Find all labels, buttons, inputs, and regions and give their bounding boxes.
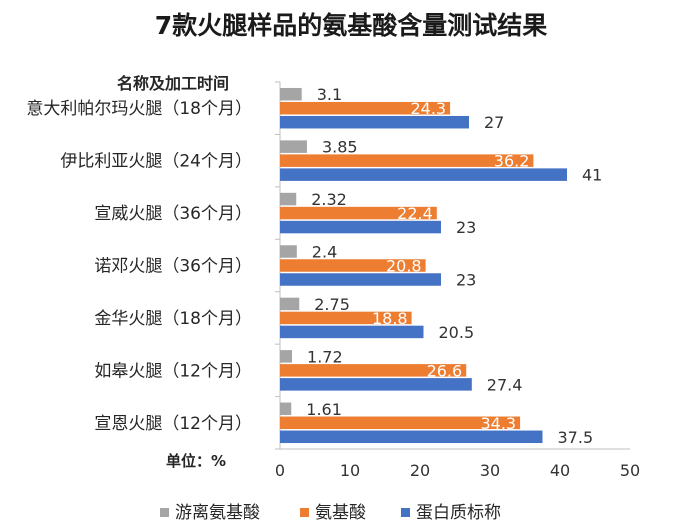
- plot-area: 0 10 20 30 40 50 意大利帕尔玛火腿（18个月） 3.1 24.3 27 伊比利亚火腿…: [26, 81, 640, 480]
- bar: [280, 115, 469, 129]
- x-tick-label: 40: [550, 461, 570, 480]
- legend-label: 游离氨基酸: [175, 503, 260, 523]
- bar: [280, 206, 437, 220]
- x-tick-label: 30: [480, 461, 500, 480]
- data-label: 23: [456, 271, 476, 290]
- legend: 游离氨基酸 氨基酸 蛋白质标称: [160, 503, 501, 523]
- data-label: 24.3: [410, 99, 446, 118]
- bar: [280, 297, 300, 311]
- legend-label: 蛋白质标称: [416, 503, 501, 523]
- bar: [280, 168, 567, 181]
- legend-swatch: [401, 508, 410, 517]
- bar: [280, 220, 441, 234]
- data-label: 20.8: [386, 257, 422, 276]
- data-label: 20.5: [439, 323, 475, 342]
- data-label: 1.72: [307, 347, 343, 366]
- category-label: 宣威火腿（36个月）: [94, 204, 252, 224]
- x-tick-label: 20: [410, 461, 430, 480]
- legend-swatch: [300, 508, 309, 517]
- data-label: 34.3: [480, 414, 516, 433]
- bar: [280, 140, 307, 153]
- bar: [280, 259, 426, 272]
- bar: [280, 364, 467, 377]
- data-label: 41: [582, 166, 602, 185]
- category-axis-header: 名称及加工时间: [117, 74, 229, 93]
- category-label: 如皋火腿（12个月）: [94, 361, 252, 381]
- bar: [280, 273, 441, 286]
- category-label: 意大利帕尔玛火腿（18个月）: [26, 99, 252, 119]
- x-tick-label: 0: [275, 461, 285, 480]
- bar: [280, 245, 297, 258]
- data-label: 37.5: [558, 428, 594, 447]
- legend-label: 氨基酸: [315, 503, 366, 523]
- data-label: 3.1: [317, 85, 342, 104]
- data-label: 2.4: [312, 243, 337, 262]
- category-label: 金华火腿（18个月）: [94, 309, 252, 329]
- category-label: 伊比利亚火腿（24个月）: [60, 152, 252, 172]
- bar: [280, 402, 292, 416]
- x-tick-label: 10: [340, 461, 360, 480]
- data-label: 27.4: [487, 375, 523, 394]
- data-label: 18.8: [372, 309, 408, 328]
- data-label: 22.4: [397, 204, 433, 223]
- data-label: 36.2: [494, 152, 530, 171]
- bar: [280, 154, 534, 167]
- data-label: 3.85: [322, 138, 358, 157]
- data-label: 23: [456, 218, 476, 237]
- data-label: 27: [484, 113, 504, 132]
- data-label: 2.32: [311, 190, 347, 209]
- data-label: 2.75: [314, 295, 350, 314]
- bar: [280, 378, 472, 391]
- bar: [280, 430, 543, 444]
- bar: [280, 350, 293, 363]
- bar: [280, 87, 302, 101]
- bar: [280, 101, 451, 115]
- data-label: 26.6: [427, 361, 463, 380]
- legend-swatch: [160, 508, 169, 517]
- bar: [280, 416, 521, 430]
- bar: [280, 325, 424, 339]
- x-tick-label: 50: [620, 461, 640, 480]
- bar: [280, 311, 412, 325]
- data-label: 1.61: [306, 400, 342, 419]
- category-label: 诺邓火腿（36个月）: [94, 257, 252, 277]
- bar: [280, 192, 297, 206]
- unit-label: 单位：%: [166, 452, 226, 470]
- category-label: 宣恩火腿（12个月）: [94, 414, 252, 434]
- chart-title: 7款火腿样品的氨基酸含量测试结果: [155, 11, 547, 40]
